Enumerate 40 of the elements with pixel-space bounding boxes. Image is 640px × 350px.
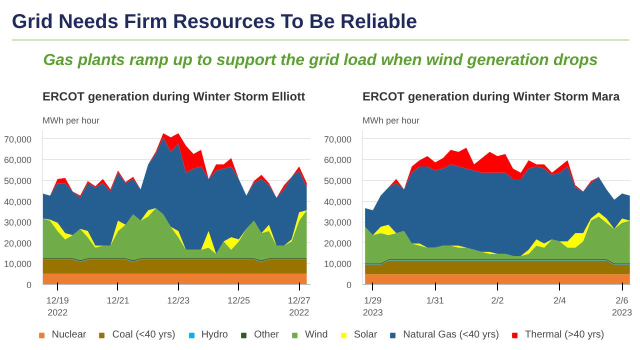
y-tick-label: 40,000 [4,196,32,207]
legend-label: Hydro [201,330,228,340]
legend-label: Solar [354,330,378,340]
x-tick-label: 2/4 [554,296,566,306]
y-tick-label: 30,000 [324,218,352,228]
y-tick-label: 0 [26,280,32,290]
y-tick-label: 10,000 [324,259,352,270]
x-tick-label: 12/27 2022 [288,296,310,318]
chart-title: ERCOT generation during Winter Storm Mara [362,90,620,104]
y-axis-title: MWh per hour [362,116,420,126]
y-tick-label: 30,000 [4,218,32,228]
x-tick-label: 2/2 [491,296,504,306]
y-tick-label: 70,000 [324,134,352,144]
x-tick-label: 12/19 2022 [46,296,69,318]
x-tick-label: 1/29 2023 [362,296,383,318]
text: Grid Needs Firm Resources To Be Reliable [12,10,418,33]
x-tick-label: 2/6 2023 [612,296,632,318]
y-tick-label: 20,000 [324,238,352,248]
y-tick-label: 50,000 [4,176,32,186]
x-tick-label: 12/21 [106,296,130,306]
legend-label: Other [254,330,280,340]
y-tick-label: 60,000 [324,155,352,166]
y-tick-label: 20,000 [4,238,32,248]
chart-title: ERCOT generation during Winter Storm Elliott [42,90,306,104]
legend-label: Wind [305,330,328,340]
y-tick-label: 0 [346,280,352,290]
legend-label: Coal (<40 yrs) [112,330,176,340]
legend-label: Thermal (>40 yrs) [525,330,604,340]
y-tick-label: 70,000 [4,134,32,144]
legend-label: Nuclear [52,330,86,340]
x-tick-label: 1/31 [426,296,444,306]
x-tick-label: 12/23 [167,296,190,306]
y-tick-label: 10,000 [4,259,32,270]
y-tick-label: 50,000 [324,176,352,186]
legend-label: Natural Gas (<40 yrs) [403,330,500,340]
y-tick-label: 40,000 [324,196,352,207]
x-tick-label: 12/25 [228,296,250,306]
text: Gas plants ramp up to support the grid load when wind generation drops [43,52,598,69]
y-tick-label: 60,000 [4,155,32,166]
y-axis-title: MWh per hour [42,116,100,126]
